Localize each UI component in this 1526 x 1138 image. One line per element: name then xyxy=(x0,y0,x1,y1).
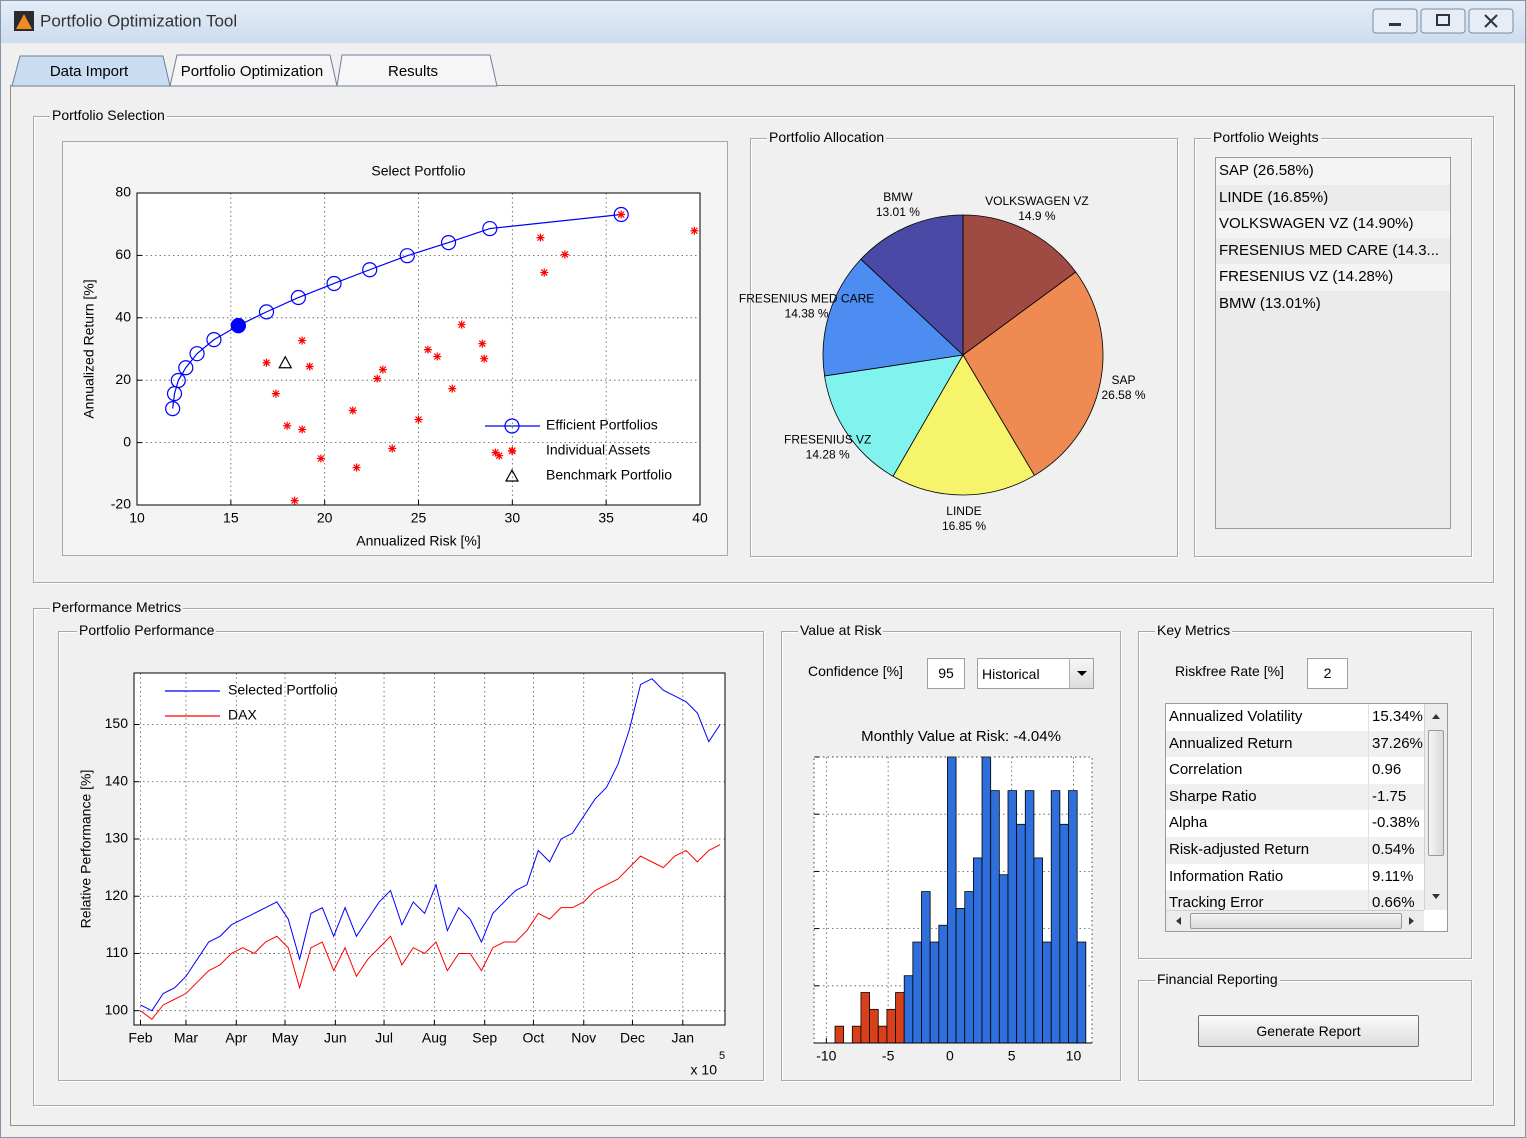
list-item[interactable]: FRESENIUS VZ (14.28%) xyxy=(1216,264,1450,291)
dropdown-arrow xyxy=(1069,659,1093,688)
table-row: Tracking Error 0.66% xyxy=(1166,890,1424,910)
scroll-thumb[interactable] xyxy=(1190,913,1402,929)
list-item[interactable]: VOLKSWAGEN VZ (14.90%) xyxy=(1216,211,1450,238)
scroll-arrows xyxy=(1176,917,1414,925)
portfolio-performance-panel: Portfolio Performance xyxy=(58,622,764,1081)
metric-value: -0.38% xyxy=(1368,810,1420,837)
scroll-arrows xyxy=(1432,714,1440,899)
performance-metrics-panel: Performance Metrics xyxy=(33,599,1494,1106)
panel-title: Portfolio Selection xyxy=(50,107,167,123)
arrow-icon xyxy=(1077,671,1087,676)
method-dropdown[interactable]: Historical xyxy=(977,658,1094,689)
table-row: Sharpe Ratio -1.75 xyxy=(1166,783,1424,811)
table-row: Alpha -0.38% xyxy=(1166,810,1424,837)
axes-container xyxy=(62,141,728,556)
horizontal-scrollbar[interactable] xyxy=(1166,910,1424,931)
confidence-input[interactable]: 95 xyxy=(927,658,965,689)
portfolio-allocation-panel: Portfolio Allocation xyxy=(750,129,1178,557)
riskfree-label: Riskfree Rate [%] xyxy=(1175,663,1284,679)
metric-name: Information Ratio xyxy=(1169,867,1284,885)
scroll-thumb[interactable] xyxy=(1428,730,1444,856)
table-row: Risk-adjusted Return 0.54% xyxy=(1166,837,1424,864)
generate-report-button[interactable]: Generate Report xyxy=(1198,1015,1419,1047)
metrics-table: Annualized Volatility 15.34% Annualized Re… xyxy=(1165,703,1448,932)
tab-content xyxy=(10,85,1515,1126)
panel-title: Portfolio Performance xyxy=(77,622,217,638)
dropdown-value: Historical xyxy=(982,666,1040,682)
list-item[interactable]: SAP (26.58%) xyxy=(1216,158,1450,185)
table-row: Information Ratio 9.11% xyxy=(1166,863,1424,891)
panel-title: Value at Risk xyxy=(798,622,884,638)
list-item[interactable]: LINDE (16.85%) xyxy=(1216,184,1450,212)
metric-value: 15.34% xyxy=(1368,704,1423,731)
portfolio-weights-panel: Portfolio Weights xyxy=(1194,129,1472,557)
metric-value: 37.26% xyxy=(1368,730,1423,758)
metric-value: 0.66% xyxy=(1368,890,1415,910)
metric-value: 0.96 xyxy=(1368,757,1401,784)
portfolio-selection-panel: Portfolio Selection xyxy=(33,107,1494,583)
metric-name: Sharpe Ratio xyxy=(1169,787,1257,805)
metric-value: 0.54% xyxy=(1368,837,1415,864)
weights-listbox[interactable]: SAP (26.58%) LINDE (16.85%) VOLKSWAGEN VZ … xyxy=(1215,157,1451,529)
financial-reporting-panel: Financial Reporting xyxy=(1138,971,1472,1081)
metric-name: Alpha xyxy=(1169,814,1208,832)
metric-name: Annualized Return xyxy=(1169,734,1293,752)
value-at-risk-panel: Value at Risk xyxy=(781,622,1121,1081)
metric-name: Annualized Volatility xyxy=(1169,708,1303,725)
metric-name: Risk-adjusted Return xyxy=(1169,841,1310,858)
table-row: Annualized Return 37.26% xyxy=(1166,730,1424,758)
riskfree-input[interactable]: 2 xyxy=(1307,658,1348,689)
title-bar xyxy=(1,1,1525,43)
panel-title: Key Metrics xyxy=(1155,622,1233,638)
table-row: Annualized Volatility 15.34% xyxy=(1166,704,1424,731)
list-item[interactable]: FRESENIUS MED CARE (14.3... xyxy=(1216,237,1450,265)
confidence-label: Confidence [%] xyxy=(808,663,903,679)
metric-name: Correlation xyxy=(1169,761,1243,779)
panel-title: Portfolio Allocation xyxy=(767,129,887,145)
list-item[interactable]: BMW (13.01%) xyxy=(1216,291,1450,318)
panel-title: Portfolio Weights xyxy=(1211,129,1321,145)
panel-title: Performance Metrics xyxy=(50,599,184,615)
vertical-scrollbar[interactable] xyxy=(1424,704,1447,910)
panel-title: Financial Reporting xyxy=(1155,971,1280,987)
table-body: Annualized Volatility 15.34% Annualized Re… xyxy=(1166,704,1424,910)
metric-value: -1.75 xyxy=(1368,783,1406,811)
metric-name: Tracking Error xyxy=(1169,894,1264,910)
table-row: Correlation 0.96 xyxy=(1166,757,1424,784)
key-metrics-panel: Key Metrics xyxy=(1138,622,1472,959)
metric-value: 9.11% xyxy=(1368,863,1413,891)
